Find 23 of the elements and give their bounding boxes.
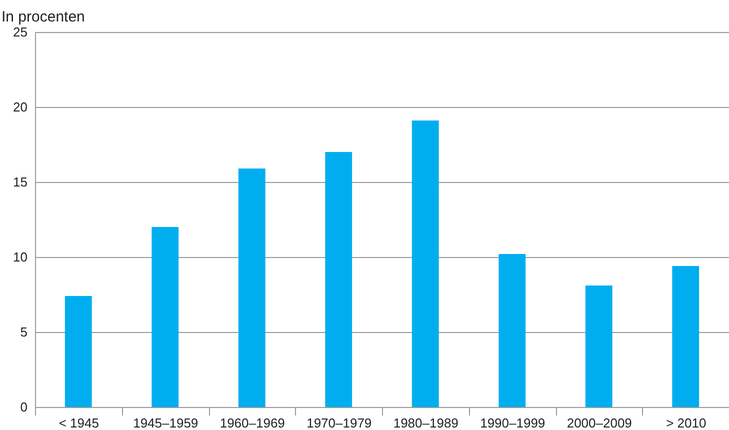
x-tick-label: 2000–2009 [566, 416, 632, 430]
x-tick-label: 1970–1979 [306, 416, 372, 430]
bar [585, 286, 612, 407]
bar [498, 254, 526, 407]
y-tick-label: 5 [20, 324, 28, 340]
y-tick-label: 15 [13, 174, 28, 190]
y-tick-label: 20 [13, 100, 28, 114]
y-tick-label: 10 [13, 250, 28, 264]
x-tick-label: < 1945 [58, 416, 99, 430]
bar [325, 152, 352, 407]
y-tick-label: 25 [13, 24, 28, 40]
x-tick-label: > 2010 [666, 416, 706, 430]
bar [238, 168, 266, 407]
x-tick-label: 1960–1969 [220, 416, 285, 430]
bar [152, 227, 179, 407]
bar [412, 120, 439, 407]
y-tick-label: 0 [20, 400, 28, 414]
x-tick-label: 1945–1959 [133, 416, 198, 430]
x-tick-label: 1990–1999 [480, 416, 546, 430]
bar [64, 296, 92, 407]
x-tick-label: 1980–1989 [393, 416, 458, 430]
y-axis-title: In procenten [2, 8, 85, 26]
bar [672, 266, 700, 407]
